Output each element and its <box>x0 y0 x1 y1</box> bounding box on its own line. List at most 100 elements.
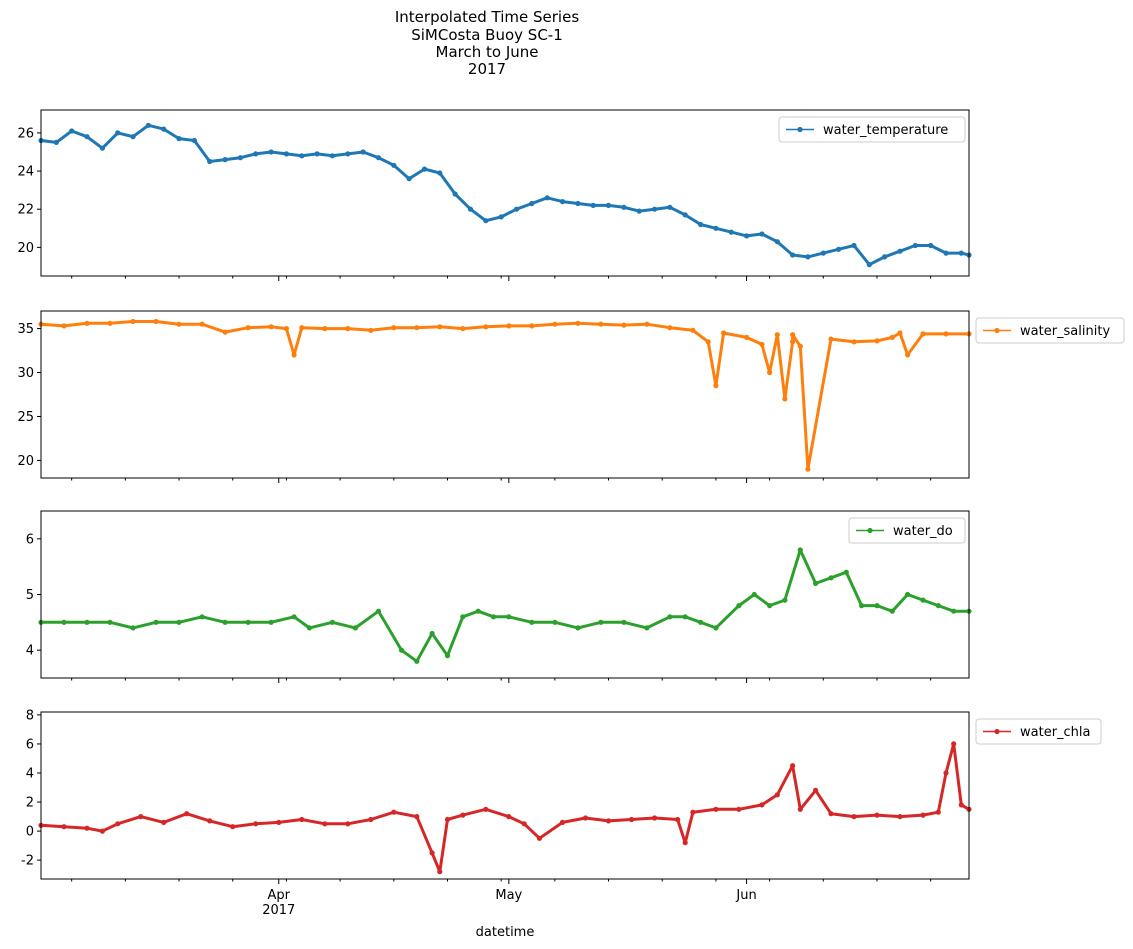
water_salinity-point <box>705 339 711 345</box>
water_temperature-point <box>667 204 673 210</box>
water_salinity-point <box>291 352 297 358</box>
water_salinity-point <box>107 320 113 326</box>
water_temperature-point <box>237 155 243 161</box>
legend-marker <box>867 527 873 534</box>
water_chla-point <box>276 819 282 826</box>
y-tick-label: 5 <box>26 588 34 603</box>
water_do-point <box>667 614 673 620</box>
water_temperature-point <box>329 153 335 159</box>
water_chla-point <box>345 821 351 827</box>
y-tick-label: 6 <box>26 532 34 547</box>
temperature-panel: 20 22 24 26 water_temperature <box>17 109 972 281</box>
water_salinity-point <box>176 321 182 327</box>
legend-label: water_salinity <box>1020 324 1110 339</box>
water_chla-point <box>414 814 420 820</box>
water_chla-point <box>253 821 259 827</box>
legend-label: water_chla <box>1020 725 1091 740</box>
water_chla-point <box>184 811 190 817</box>
title-line-1: Interpolated Time Series <box>395 8 579 26</box>
legend-label: water_temperature <box>823 123 948 138</box>
water_chla-point <box>813 787 819 794</box>
water_salinity-point <box>774 332 780 338</box>
water_salinity-point <box>460 326 466 332</box>
water_chla-point <box>506 814 512 820</box>
water_chla-point <box>897 814 903 820</box>
water_salinity-point <box>268 324 274 330</box>
water_temperature-point <box>345 151 351 157</box>
water_salinity-point <box>790 339 796 345</box>
water_salinity-point <box>299 325 305 331</box>
water_chla-point <box>429 850 435 856</box>
water_temperature-point <box>790 252 796 258</box>
water_salinity-point <box>905 352 911 358</box>
water_salinity-point <box>805 466 811 472</box>
salinity-panel: 20 25 30 35 water_salinity <box>17 310 1125 483</box>
dissolved-oxygen-panel: 4 5 6 water_do <box>26 510 972 683</box>
title-line-3: March to June <box>436 43 539 61</box>
legend-marker <box>797 126 803 133</box>
water_chla-point <box>797 806 803 812</box>
water_do-point <box>698 619 704 625</box>
y-tick-label: 20 <box>17 241 34 256</box>
water_temperature-point <box>161 126 167 132</box>
water_salinity-point <box>644 321 650 327</box>
water_do-point <box>398 647 405 653</box>
water_temperature-point <box>452 191 458 197</box>
water_temperature-point <box>483 218 489 224</box>
water_salinity-point <box>851 339 857 345</box>
water_do-point <box>176 619 182 625</box>
water_do-point <box>644 625 650 631</box>
water_temperature-point <box>253 151 259 157</box>
water_salinity-point <box>153 318 159 325</box>
water_chla-point <box>207 818 213 824</box>
water_temperature-point <box>191 137 197 144</box>
water_temperature-line <box>40 123 970 267</box>
water_chla-point <box>437 869 443 875</box>
water_temperature-point <box>943 250 949 256</box>
water_do-point <box>621 619 627 625</box>
water_do-line <box>41 548 969 663</box>
water_temperature-point <box>805 254 811 260</box>
y-tick-label: 26 <box>17 126 34 141</box>
water_chla-point <box>536 835 543 841</box>
y-tick-label: 6 <box>26 737 34 752</box>
y-tick-label: 8 <box>26 708 34 723</box>
y-tick-label: 2 <box>26 796 34 811</box>
water_temperature-point <box>621 204 627 210</box>
water_temperature-point <box>99 145 105 151</box>
water_do-point <box>84 619 90 625</box>
water_do-point <box>329 619 335 625</box>
water_chla-point <box>84 825 90 831</box>
water_temperature-point <box>115 130 121 136</box>
water_temperature-point <box>406 176 412 182</box>
water_temperature-point <box>774 239 780 245</box>
water_chla-point <box>951 741 957 747</box>
water_chla-point <box>391 809 397 815</box>
water_do-point <box>414 658 420 664</box>
water_temperature-point <box>820 250 826 256</box>
water_salinity-point <box>797 343 803 349</box>
water_do-point <box>767 603 773 609</box>
water_salinity-point <box>897 330 903 336</box>
water_chla-point <box>958 802 964 808</box>
water_temperature-point <box>53 139 59 145</box>
water_do-point <box>306 625 312 631</box>
water_do-point <box>813 580 819 587</box>
water_temperature-point <box>360 149 366 155</box>
axes-frame <box>40 109 970 277</box>
water_salinity-point <box>598 321 604 327</box>
water_chla-point <box>759 802 765 808</box>
water_temperature-point <box>222 157 228 163</box>
water_do-point <box>935 603 941 609</box>
water_temperature-point <box>590 202 596 208</box>
y-tick-label: 4 <box>26 766 34 781</box>
water_chla-point <box>230 824 236 830</box>
water_salinity-point <box>759 341 765 347</box>
water_temperature-point <box>268 149 274 155</box>
water_chla-point <box>790 763 796 769</box>
water_temperature-point <box>851 242 857 249</box>
water_temperature-point <box>145 122 151 128</box>
water_temperature-point <box>605 202 612 208</box>
x-axis-label: datetime <box>476 925 535 940</box>
legend-box <box>778 116 966 143</box>
